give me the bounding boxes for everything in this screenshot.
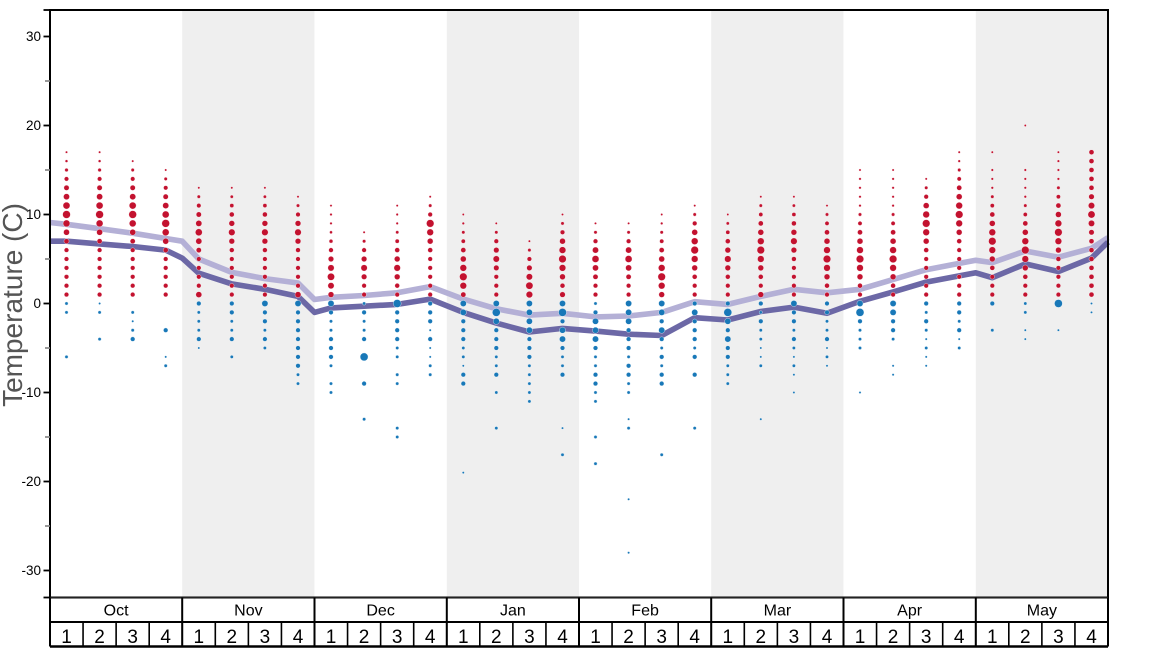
svg-text:Feb: Feb [631,603,659,620]
svg-text:3: 3 [921,627,932,648]
svg-text:20: 20 [26,118,41,133]
svg-text:1: 1 [194,627,205,648]
svg-text:3: 3 [1053,627,1064,648]
svg-text:1: 1 [61,627,72,648]
svg-text:4: 4 [689,627,700,648]
svg-text:Jan: Jan [500,603,526,620]
svg-text:4: 4 [160,627,171,648]
svg-text:May: May [1027,603,1057,620]
svg-text:2: 2 [756,627,767,648]
svg-text:Oct: Oct [104,603,129,620]
svg-text:1: 1 [458,627,469,648]
svg-text:4: 4 [293,627,304,648]
svg-text:4: 4 [557,627,568,648]
svg-text:1: 1 [590,627,601,648]
svg-text:2: 2 [888,627,899,648]
svg-text:2: 2 [227,627,238,648]
svg-text:Apr: Apr [897,603,923,620]
svg-text:2: 2 [491,627,502,648]
svg-text:0: 0 [33,296,41,311]
svg-text:2: 2 [623,627,634,648]
svg-text:1: 1 [855,627,866,648]
svg-text:-20: -20 [21,474,41,489]
svg-text:2: 2 [94,627,105,648]
svg-text:4: 4 [1086,627,1097,648]
svg-text:-10: -10 [21,385,41,400]
svg-text:4: 4 [954,627,965,648]
svg-text:1: 1 [326,627,337,648]
svg-text:Temperature (C): Temperature (C) [0,203,28,407]
svg-text:2: 2 [1020,627,1031,648]
svg-text:30: 30 [26,29,41,44]
svg-text:Nov: Nov [234,603,262,620]
svg-text:Mar: Mar [764,603,792,620]
svg-text:3: 3 [260,627,271,648]
svg-text:4: 4 [822,627,833,648]
svg-text:1: 1 [723,627,734,648]
svg-text:10: 10 [26,207,41,222]
svg-text:-30: -30 [21,563,41,578]
svg-text:3: 3 [127,627,138,648]
svg-text:4: 4 [425,627,436,648]
svg-text:3: 3 [524,627,535,648]
svg-text:2: 2 [359,627,370,648]
svg-text:3: 3 [789,627,800,648]
svg-text:3: 3 [656,627,667,648]
svg-text:Dec: Dec [366,603,394,620]
svg-text:3: 3 [392,627,403,648]
svg-text:1: 1 [987,627,998,648]
